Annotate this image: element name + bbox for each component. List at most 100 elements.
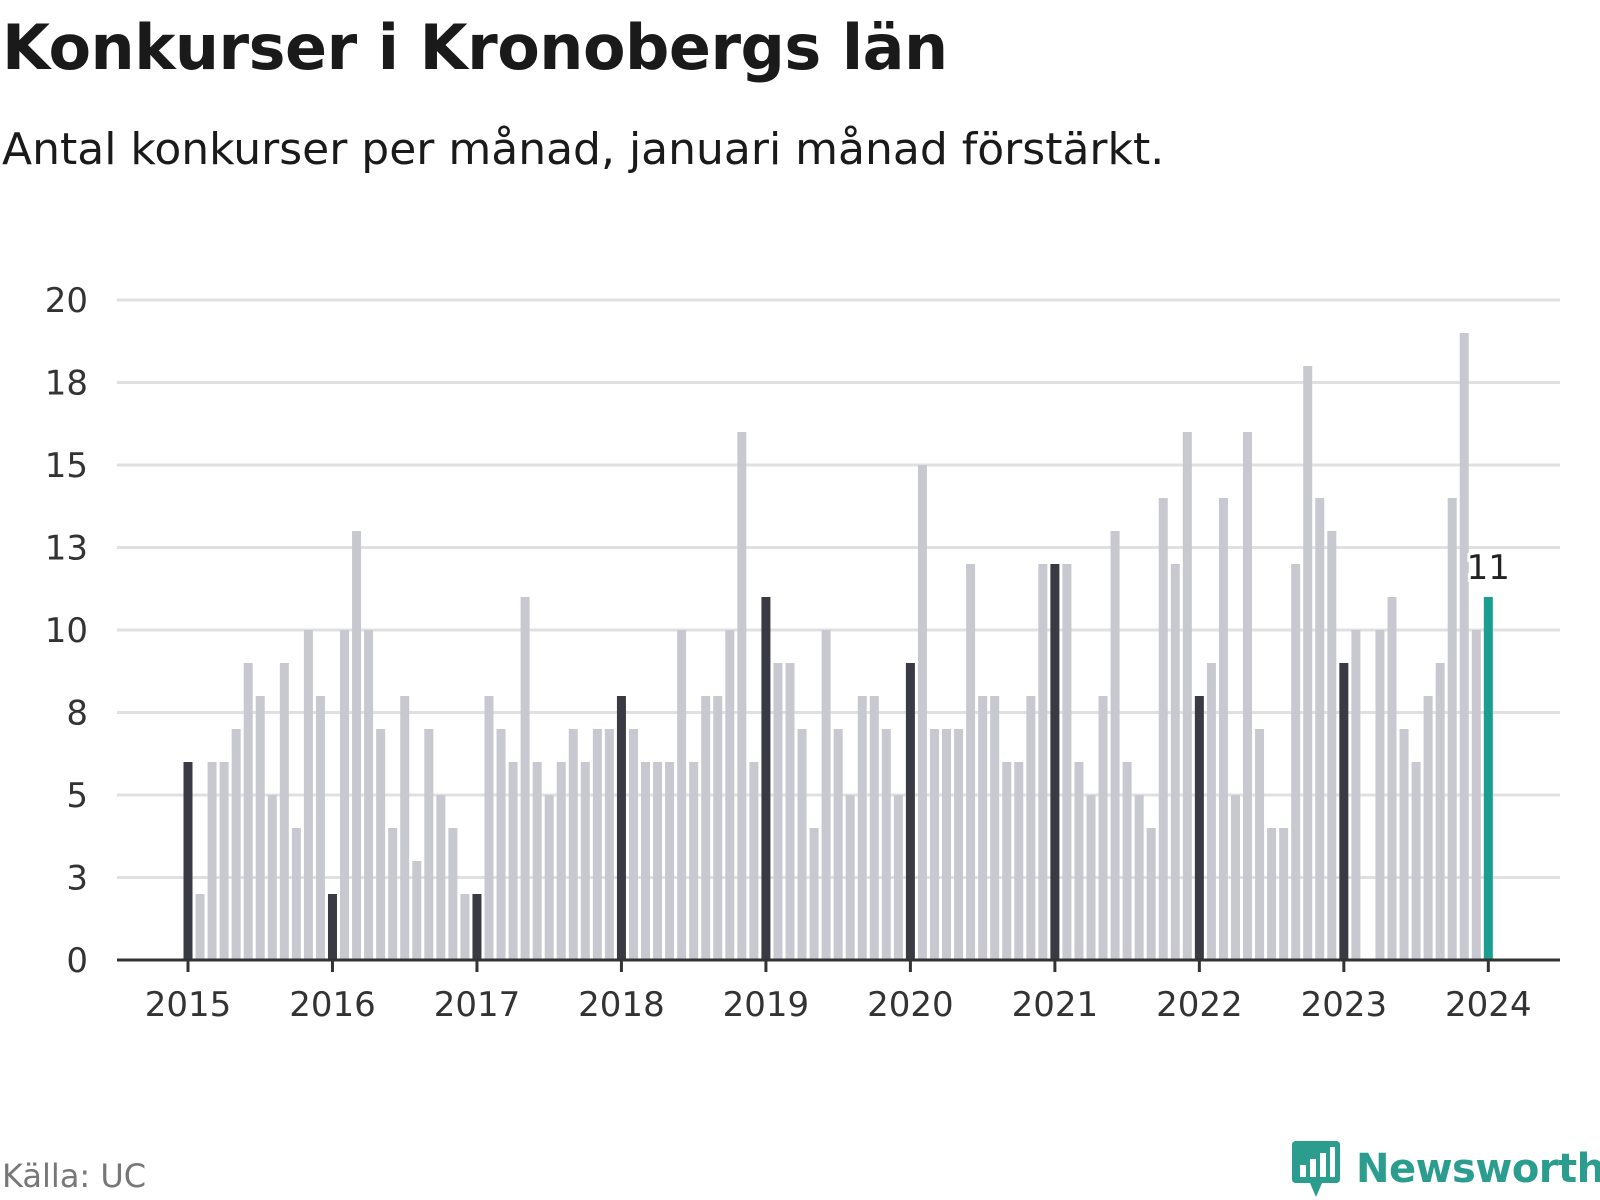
bar — [713, 696, 723, 960]
bar — [364, 630, 374, 960]
bar — [436, 795, 446, 960]
bar — [797, 729, 807, 960]
x-tick-label: 2019 — [723, 985, 810, 1025]
bar — [833, 729, 843, 960]
bar — [303, 630, 313, 960]
bar — [267, 795, 277, 960]
x-tick-label: 2020 — [867, 985, 954, 1025]
x-tick-label: 2023 — [1301, 985, 1388, 1025]
bar — [701, 696, 711, 960]
x-tick-label: 2021 — [1012, 985, 1099, 1025]
bar — [388, 828, 398, 960]
bar — [1459, 333, 1469, 960]
bar — [1026, 696, 1036, 960]
bar — [1002, 762, 1012, 960]
bar — [1170, 564, 1180, 960]
chart-title: Konkurser i Kronobergs län — [2, 11, 948, 84]
bar-january — [761, 597, 771, 960]
bar — [1038, 564, 1048, 960]
y-tick-label: 20 — [45, 281, 88, 321]
bar — [677, 630, 687, 960]
bar-chart-speech-bubble-icon — [1292, 1141, 1340, 1197]
chart-subtitle: Antal konkurser per månad, januari månad… — [2, 124, 1165, 175]
y-tick-label: 8 — [66, 694, 88, 734]
bar — [508, 762, 518, 960]
bar — [809, 828, 819, 960]
bar — [243, 663, 253, 960]
bar — [725, 630, 735, 960]
bar — [556, 762, 566, 960]
bar — [917, 465, 927, 960]
bar — [352, 531, 362, 960]
bar — [207, 762, 217, 960]
bar — [544, 795, 554, 960]
bar — [255, 696, 265, 960]
bars — [183, 333, 1493, 960]
bar — [1062, 564, 1072, 960]
bar — [400, 696, 410, 960]
bar — [1243, 432, 1253, 960]
x-tick-label: 2016 — [289, 985, 376, 1025]
bar — [195, 894, 205, 960]
bar — [1074, 762, 1084, 960]
y-tick-label: 10 — [45, 611, 88, 651]
bar — [604, 729, 614, 960]
bar — [1206, 663, 1216, 960]
bar — [424, 729, 434, 960]
brand-logo: Newsworthy — [1290, 1138, 1600, 1200]
bar — [942, 729, 952, 960]
bar — [966, 564, 976, 960]
x-tick-label: 2024 — [1445, 985, 1532, 1025]
bar — [1158, 498, 1168, 960]
bar — [653, 762, 663, 960]
bar — [592, 729, 602, 960]
bar — [376, 729, 386, 960]
bar — [1086, 795, 1096, 960]
bar — [291, 828, 301, 960]
bar — [1435, 663, 1445, 960]
bar — [749, 762, 759, 960]
bar — [1303, 366, 1313, 960]
bar-january — [1050, 564, 1060, 960]
y-tick-label: 13 — [45, 529, 88, 569]
bar — [1146, 828, 1156, 960]
bar-january — [905, 663, 915, 960]
bar — [845, 795, 855, 960]
y-tick-label: 18 — [45, 364, 88, 404]
bar — [869, 696, 879, 960]
bar — [1423, 696, 1433, 960]
bar — [568, 729, 578, 960]
y-axis-labels: 0 3 5 8 10 13 15 18 20 — [45, 281, 88, 981]
source-note: Källa: UC — [2, 1157, 147, 1195]
bar — [1447, 498, 1457, 960]
bar — [1399, 729, 1409, 960]
bar — [990, 696, 1000, 960]
bar-january — [183, 762, 193, 960]
bar — [231, 729, 241, 960]
bar — [857, 696, 867, 960]
bar — [1098, 696, 1108, 960]
bar — [580, 762, 590, 960]
bar — [929, 729, 939, 960]
bar-january — [1339, 663, 1349, 960]
bar — [1255, 729, 1265, 960]
bar — [219, 762, 229, 960]
bar — [484, 696, 494, 960]
x-axis-ticks — [186, 960, 1490, 972]
bar — [1315, 498, 1325, 960]
bar — [1375, 630, 1385, 960]
x-tick-label: 2017 — [434, 985, 521, 1025]
bar — [532, 762, 542, 960]
bar — [1218, 498, 1228, 960]
bar — [315, 696, 325, 960]
bar — [1411, 762, 1421, 960]
bar-january — [1194, 696, 1204, 960]
bar — [520, 597, 530, 960]
bar — [1122, 762, 1132, 960]
bar — [1387, 597, 1397, 960]
bar-january — [616, 696, 626, 960]
bar — [448, 828, 458, 960]
bar-january — [1483, 597, 1493, 960]
bar — [1267, 828, 1277, 960]
